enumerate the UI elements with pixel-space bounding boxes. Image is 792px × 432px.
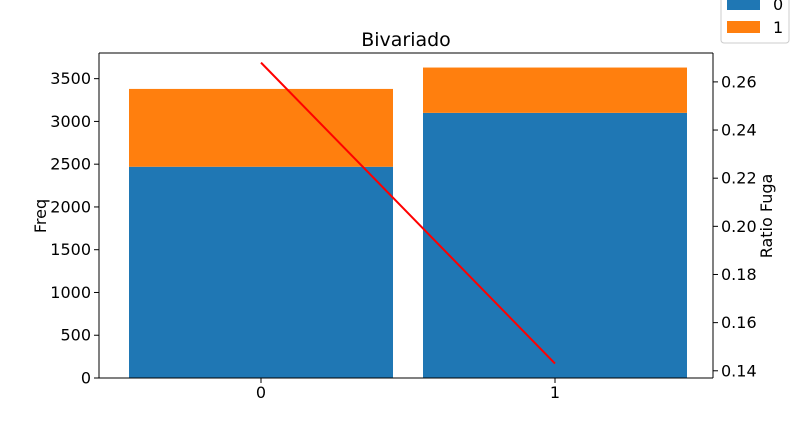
right-tick-label: 0.22 xyxy=(721,169,757,188)
axes-layer xyxy=(98,52,714,379)
left-axis-ticks: 0 500 1000 1500 2000 2500 3000 3500 xyxy=(50,69,99,388)
legend-swatch-1 xyxy=(727,21,760,33)
ratio-fuga-line xyxy=(260,61,556,365)
left-tick-label: 3000 xyxy=(50,112,91,131)
right-tick-label: 0.16 xyxy=(721,313,757,332)
x-tick-label: 1 xyxy=(550,383,560,402)
left-tick-label: 0 xyxy=(81,369,91,388)
left-tick-label: 1000 xyxy=(50,283,91,302)
y-axis-label-right: Ratio Fuga xyxy=(757,174,776,259)
ratio-line-layer xyxy=(260,61,556,365)
bar-series-1-cat-1 xyxy=(423,67,687,113)
left-tick-label: 500 xyxy=(60,326,91,345)
right-tick-label: 0.18 xyxy=(721,265,757,284)
left-tick-label: 2000 xyxy=(50,197,91,216)
bar-series-0-cat-0 xyxy=(129,166,393,378)
bars-layer xyxy=(129,67,687,379)
bar-series-1-cat-0 xyxy=(129,88,393,167)
x-tick-label: 0 xyxy=(256,383,266,402)
left-tick-label: 3500 xyxy=(50,69,91,88)
right-tick-label: 0.20 xyxy=(721,217,757,236)
bar-series-0-cat-1 xyxy=(423,112,687,379)
right-axis-ticks: 0.14 0.16 0.18 0.20 0.22 0.24 0.26 xyxy=(713,72,757,380)
right-tick-label: 0.24 xyxy=(721,121,757,140)
legend-label-0: 0 xyxy=(773,0,783,14)
left-tick-label: 2500 xyxy=(50,155,91,174)
legend: 01 xyxy=(720,0,790,44)
right-tick-label: 0.26 xyxy=(721,72,757,91)
legend-swatch-0 xyxy=(727,0,760,10)
legend-label-1: 1 xyxy=(773,18,783,37)
right-tick-label: 0.14 xyxy=(721,361,757,380)
y-axis-label-left: Freq xyxy=(31,199,50,233)
left-tick-label: 1500 xyxy=(50,240,91,259)
chart-title: Bivariado xyxy=(361,29,451,51)
